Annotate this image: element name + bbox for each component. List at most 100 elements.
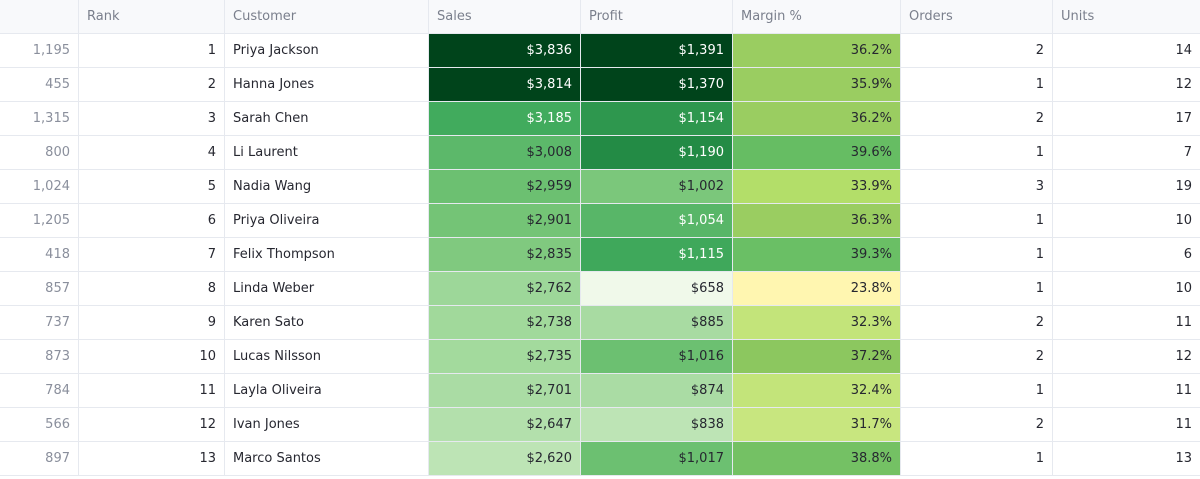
customer-cell[interactable]: Ivan Jones [225,408,429,441]
units-cell[interactable]: 12 [1175,349,1192,364]
orders-cell[interactable]: 2 [901,408,1053,441]
index-cell[interactable]: 566 [0,408,79,441]
units-cell[interactable]: 7 [1183,145,1192,160]
index-cell[interactable]: 1,195 [0,34,79,67]
units-cell[interactable]: 11 [1175,315,1192,330]
margin-cell[interactable]: 36.2% [733,102,901,135]
index-cell[interactable]: 1,315 [0,102,79,135]
index-cell[interactable]: 784 [0,374,79,407]
index-cell[interactable]: 418 [0,238,79,271]
table-row[interactable]: 897 13 Marco Santos $2,620 $1,017 38.8% 1 13 [0,442,1200,476]
orders-cell[interactable]: 3 [901,170,1053,203]
profit-cell[interactable]: $1,002 [581,170,733,203]
profit-cell[interactable]: $1,370 [581,68,733,101]
rank-cell[interactable]: 11 [79,374,225,407]
units-cell[interactable]: 11 [1175,417,1192,432]
table-row[interactable]: 418 7 Felix Thompson $2,835 $1,115 39.3% 1 6 [0,238,1200,272]
table-row[interactable]: 857 8 Linda Weber $2,762 $658 23.8% 1 10 [0,272,1200,306]
profit-cell[interactable]: $838 [581,408,733,441]
header-sales[interactable]: Sales [429,0,581,33]
customer-cell[interactable]: Lucas Nilsson [225,340,429,373]
profit-cell[interactable]: $1,017 [581,442,733,475]
units-cell[interactable]: 6 [1183,247,1192,262]
rank-cell[interactable]: 5 [79,170,225,203]
profit-cell[interactable]: $1,016 [581,340,733,373]
units-cell[interactable]: 19 [1175,179,1192,194]
index-cell[interactable]: 800 [0,136,79,169]
index-cell[interactable]: 897 [0,442,79,475]
header-units[interactable]: Units [1061,9,1095,24]
orders-cell[interactable]: 2 [901,102,1053,135]
rank-cell[interactable]: 9 [79,306,225,339]
margin-cell[interactable]: 33.9% [733,170,901,203]
units-cell[interactable]: 11 [1175,383,1192,398]
sales-cell[interactable]: $2,647 [429,408,581,441]
customer-cell[interactable]: Priya Jackson [225,34,429,67]
margin-cell[interactable]: 23.8% [733,272,901,305]
index-cell[interactable]: 873 [0,340,79,373]
customer-cell[interactable]: Linda Weber [225,272,429,305]
units-cell[interactable]: 10 [1175,213,1192,228]
rank-cell[interactable]: 13 [79,442,225,475]
table-row[interactable]: 1,195 1 Priya Jackson $3,836 $1,391 36.2% 2 14 [0,34,1200,68]
margin-cell[interactable]: 32.3% [733,306,901,339]
margin-cell[interactable]: 36.2% [733,34,901,67]
customer-cell[interactable]: Nadia Wang [225,170,429,203]
units-cell[interactable]: 17 [1175,111,1192,126]
profit-cell[interactable]: $1,054 [581,204,733,237]
rank-cell[interactable]: 2 [79,68,225,101]
sales-cell[interactable]: $3,185 [429,102,581,135]
margin-cell[interactable]: 39.6% [733,136,901,169]
header-profit[interactable]: Profit [581,0,733,33]
sales-cell[interactable]: $3,814 [429,68,581,101]
customer-cell[interactable]: Layla Oliveira [225,374,429,407]
margin-cell[interactable]: 35.9% [733,68,901,101]
sales-cell[interactable]: $2,959 [429,170,581,203]
sales-cell[interactable]: $3,836 [429,34,581,67]
header-rank[interactable]: Rank [79,0,225,33]
customer-cell[interactable]: Karen Sato [225,306,429,339]
rank-cell[interactable]: 3 [79,102,225,135]
units-cell[interactable]: 14 [1175,43,1192,58]
rank-cell[interactable]: 12 [79,408,225,441]
sales-cell[interactable]: $2,701 [429,374,581,407]
customer-cell[interactable]: Hanna Jones [225,68,429,101]
sales-cell[interactable]: $2,735 [429,340,581,373]
table-row[interactable]: 784 11 Layla Oliveira $2,701 $874 32.4% 1 11 [0,374,1200,408]
sales-cell[interactable]: $2,901 [429,204,581,237]
margin-cell[interactable]: 37.2% [733,340,901,373]
rank-cell[interactable]: 4 [79,136,225,169]
table-row[interactable]: 737 9 Karen Sato $2,738 $885 32.3% 2 11 [0,306,1200,340]
orders-cell[interactable]: 2 [901,340,1053,373]
rank-cell[interactable]: 8 [79,272,225,305]
margin-cell[interactable]: 32.4% [733,374,901,407]
customer-cell[interactable]: Priya Oliveira [225,204,429,237]
rank-cell[interactable]: 6 [79,204,225,237]
table-row[interactable]: 566 12 Ivan Jones $2,647 $838 31.7% 2 11 [0,408,1200,442]
orders-cell[interactable]: 2 [901,34,1053,67]
rank-cell[interactable]: 1 [79,34,225,67]
customer-cell[interactable]: Felix Thompson [225,238,429,271]
orders-cell[interactable]: 1 [901,374,1053,407]
index-cell[interactable]: 1,024 [0,170,79,203]
rank-cell[interactable]: 7 [79,238,225,271]
header-margin[interactable]: Margin % [733,0,901,33]
table-row[interactable]: 1,315 3 Sarah Chen $3,185 $1,154 36.2% 2 17 [0,102,1200,136]
orders-cell[interactable]: 1 [901,272,1053,305]
header-index[interactable] [0,0,79,33]
orders-cell[interactable]: 1 [901,68,1053,101]
margin-cell[interactable]: 39.3% [733,238,901,271]
table-row[interactable]: 1,024 5 Nadia Wang $2,959 $1,002 33.9% 3 19 [0,170,1200,204]
sales-cell[interactable]: $2,620 [429,442,581,475]
table-row[interactable]: 873 10 Lucas Nilsson $2,735 $1,016 37.2% 2 12 [0,340,1200,374]
margin-cell[interactable]: 31.7% [733,408,901,441]
margin-cell[interactable]: 38.8% [733,442,901,475]
units-cell[interactable]: 13 [1175,451,1192,466]
index-cell[interactable]: 857 [0,272,79,305]
units-cell[interactable]: 12 [1175,77,1192,92]
table-row[interactable]: 1,205 6 Priya Oliveira $2,901 $1,054 36.3% 1 10 [0,204,1200,238]
profit-cell[interactable]: $658 [581,272,733,305]
profit-cell[interactable]: $1,190 [581,136,733,169]
index-cell[interactable]: 737 [0,306,79,339]
profit-cell[interactable]: $1,115 [581,238,733,271]
